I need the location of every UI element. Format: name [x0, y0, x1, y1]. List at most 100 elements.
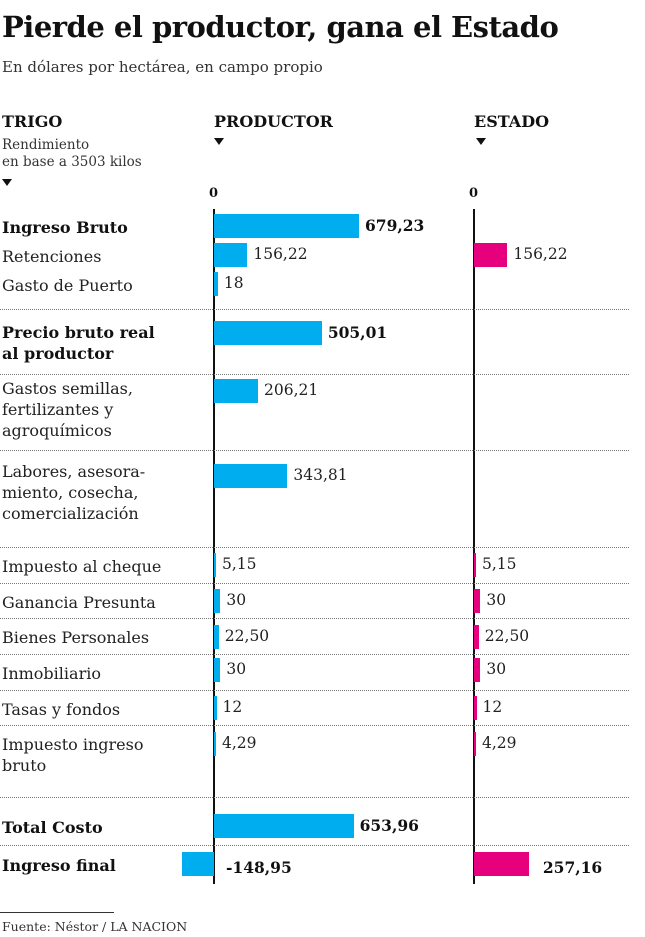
row-separator — [0, 845, 629, 846]
category-label-line: Labores, asesora- — [2, 462, 146, 481]
producer-bar — [214, 814, 354, 838]
producer-bar — [214, 272, 218, 296]
producer-value-label: -148,95 — [226, 858, 292, 877]
yield-note: Rendimiento en base a 3503 kilos — [2, 137, 142, 171]
category-label-line: Precio bruto real — [2, 323, 155, 342]
category-label-line: Bienes Personales — [2, 628, 150, 647]
producer-bar — [214, 243, 248, 267]
category-label-line: Total Costo — [2, 818, 103, 837]
state-zero-axis — [473, 209, 475, 884]
producer-value-label: 653,96 — [359, 816, 419, 835]
state-bar — [474, 553, 476, 577]
state-value-label: 5,15 — [482, 555, 517, 573]
producer-bar — [182, 852, 214, 876]
category-label-line: Ganancia Presunta — [2, 593, 156, 612]
producer-bar — [214, 658, 221, 682]
category-label: Impuesto ingreso bruto — [2, 734, 144, 776]
crop-column-header: TRIGO — [2, 112, 63, 131]
producer-value-label: 679,23 — [365, 216, 425, 235]
category-label: Ganancia Presunta — [2, 592, 156, 613]
category-label-line: Gasto de Puerto — [2, 276, 133, 295]
category-label: Ingreso final — [2, 855, 116, 876]
category-label: Inmobiliario — [2, 663, 101, 684]
producer-value-label: 156,22 — [253, 245, 308, 263]
source-credit: Fuente: Néstor / LA NACION — [2, 919, 188, 934]
state-down-arrow-icon — [476, 138, 486, 145]
producer-value-label: 12 — [222, 698, 243, 716]
category-label-line: Ingreso Bruto — [2, 218, 128, 237]
category-label-line: Inmobiliario — [2, 664, 101, 683]
producer-value-label: 343,81 — [293, 466, 348, 484]
category-label-line: Impuesto ingreso — [2, 735, 144, 754]
category-label: Labores, asesora-miento, cosecha, comerci… — [2, 461, 145, 524]
state-bar — [474, 589, 481, 613]
row-separator — [0, 309, 629, 310]
producer-bar — [214, 553, 216, 577]
category-label: Precio bruto real al productor — [2, 322, 155, 364]
category-label: Tasas y fondos — [2, 699, 120, 720]
producer-bar — [214, 625, 219, 649]
category-label: Retenciones — [2, 246, 101, 267]
category-label-line: Tasas y fondos — [2, 700, 121, 719]
category-label-line: fertilizantes y — [2, 400, 114, 419]
row-separator — [0, 583, 629, 584]
producer-bar — [214, 321, 322, 345]
producer-bar — [214, 696, 217, 720]
category-label-line: miento, cosecha, — [2, 483, 139, 502]
row-separator — [0, 690, 629, 691]
state-value-label: 156,22 — [513, 245, 568, 263]
producer-down-arrow-icon — [214, 138, 224, 145]
producer-value-label: 4,29 — [222, 734, 257, 752]
category-label-line: Gastos semillas, — [2, 379, 133, 398]
producer-bar — [214, 589, 221, 613]
state-value-label: 12 — [482, 698, 503, 716]
state-zero-tick: 0 — [469, 186, 479, 201]
category-label: Gasto de Puerto — [2, 275, 133, 296]
state-bar — [474, 625, 479, 649]
producer-zero-tick: 0 — [209, 186, 219, 201]
producer-bar — [214, 732, 216, 756]
producer-value-label: 505,01 — [327, 323, 388, 342]
producer-value-label: 30 — [226, 660, 247, 678]
category-label-line: Ingreso final — [2, 856, 116, 875]
crop-down-arrow-icon — [2, 179, 12, 186]
producer-value-label: 22,50 — [224, 627, 270, 645]
category-label: Total Costo — [2, 817, 103, 838]
state-bar — [474, 852, 529, 876]
category-label: Gastos semillas, fertilizantes y agroquími… — [2, 378, 133, 441]
row-separator — [0, 547, 629, 548]
state-bar — [474, 243, 508, 267]
producer-bar — [214, 214, 359, 238]
row-separator — [0, 374, 629, 375]
state-value-label: 4,29 — [482, 734, 517, 752]
state-value-label: 257,16 — [542, 858, 603, 877]
category-label-line: agroquímicos — [2, 421, 112, 440]
row-separator — [0, 450, 629, 451]
row-separator — [0, 725, 629, 726]
category-label: Bienes Personales — [2, 627, 149, 648]
row-separator — [0, 654, 629, 655]
category-label: Ingreso Bruto — [2, 217, 128, 238]
state-value-label: 22,50 — [484, 627, 530, 645]
producer-value-label: 30 — [226, 591, 247, 609]
chart-subtitle: En dólares por hectárea, en campo propio — [2, 58, 323, 76]
row-separator — [0, 797, 629, 798]
producer-bar — [214, 379, 259, 403]
state-value-label: 30 — [486, 591, 507, 609]
category-label-line: Retenciones — [2, 247, 102, 266]
category-label-line: comercialización — [2, 504, 139, 523]
producer-value-label: 5,15 — [222, 555, 257, 573]
producer-value-label: 206,21 — [264, 381, 319, 399]
state-bar — [474, 696, 477, 720]
producer-zero-axis — [213, 209, 215, 884]
yield-note-line-1: Rendimiento — [2, 137, 90, 153]
state-bar — [474, 732, 476, 756]
category-label: Impuesto al cheque — [2, 556, 161, 577]
state-value-label: 30 — [486, 660, 507, 678]
state-column-header: ESTADO — [474, 112, 550, 131]
yield-note-line-2: en base a 3503 kilos — [2, 154, 142, 170]
state-bar — [474, 658, 481, 682]
category-label-line: al productor — [2, 344, 114, 363]
producer-column-header: PRODUCTOR — [214, 112, 333, 131]
chart-title: Pierde el productor, gana el Estado — [2, 10, 559, 44]
